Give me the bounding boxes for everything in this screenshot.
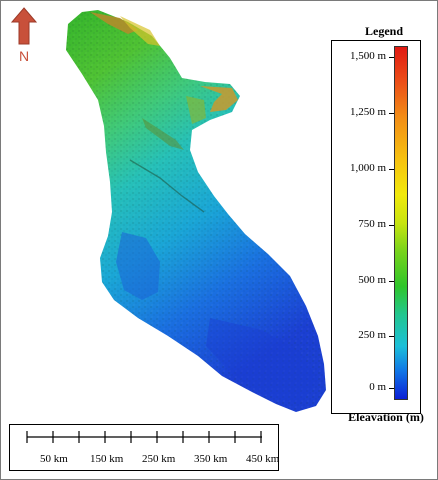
scale-label: 350 km [194,453,228,465]
north-label: N [18,48,30,64]
legend-tick-label: 1,250 m [349,106,386,118]
legend-caption: Eleavation (m) [348,410,424,424]
legend-tick-mark [389,57,394,58]
ridge-east-arm-2 [186,96,206,124]
south-lowland [206,318,318,404]
north-arrow-icon [10,7,38,45]
legend-tick-mark [389,225,394,226]
legend-tick-label: 500 m [358,274,386,286]
legend-tick-label: 250 m [358,329,386,341]
ridge-top-right [120,16,160,46]
scale-bar-box: 50 km 150 km 250 km 350 km 450 km [9,424,279,471]
legend-title: Legend [364,24,403,38]
depression-area [116,232,160,300]
legend-tick-mark [389,388,394,389]
north-arrow: N [10,6,38,64]
fault-line [129,159,205,213]
ridge-top-left [90,12,138,34]
legend-tick-label: 750 m [358,218,386,230]
ridge-east-arm [200,86,238,112]
legend-tick-label: 1,000 m [349,162,386,174]
legend-tick-mark [389,336,394,337]
legend-color-ramp [394,46,408,400]
scale-label: 50 km [40,453,68,465]
ridge-mid [142,118,184,150]
scale-label: 150 km [90,453,124,465]
scale-label: 250 km [142,453,176,465]
legend-tick-mark [389,113,394,114]
legend-tick-mark [389,169,394,170]
legend-tick-mark [389,281,394,282]
legend-tick-label: 1,500 m [349,50,386,62]
scale-bar [26,431,262,443]
scale-label: 450 km [246,453,280,465]
legend-tick-label: 0 m [369,381,386,393]
